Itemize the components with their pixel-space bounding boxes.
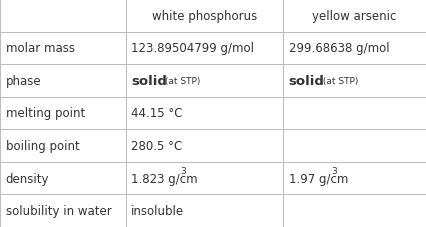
Text: 3: 3 <box>331 167 337 176</box>
Text: density: density <box>6 172 49 185</box>
Text: 3: 3 <box>180 167 186 176</box>
Text: yellow arsenic: yellow arsenic <box>312 10 397 23</box>
Text: 299.68638 g/mol: 299.68638 g/mol <box>289 42 389 55</box>
Text: phase: phase <box>6 75 41 88</box>
Text: 44.15 °C: 44.15 °C <box>131 107 183 120</box>
Text: solid: solid <box>289 75 325 88</box>
Text: molar mass: molar mass <box>6 42 75 55</box>
Text: 1.97 g/cm: 1.97 g/cm <box>289 172 348 185</box>
Text: melting point: melting point <box>6 107 85 120</box>
Text: (at STP): (at STP) <box>320 76 358 86</box>
Text: white phosphorus: white phosphorus <box>152 10 257 23</box>
Text: solubility in water: solubility in water <box>6 204 111 217</box>
Text: 123.89504799 g/mol: 123.89504799 g/mol <box>131 42 254 55</box>
Text: boiling point: boiling point <box>6 139 79 152</box>
Text: 280.5 °C: 280.5 °C <box>131 139 182 152</box>
Text: solid: solid <box>131 75 167 88</box>
Text: (at STP): (at STP) <box>162 76 201 86</box>
Text: 1.823 g/cm: 1.823 g/cm <box>131 172 198 185</box>
Text: insoluble: insoluble <box>131 204 184 217</box>
